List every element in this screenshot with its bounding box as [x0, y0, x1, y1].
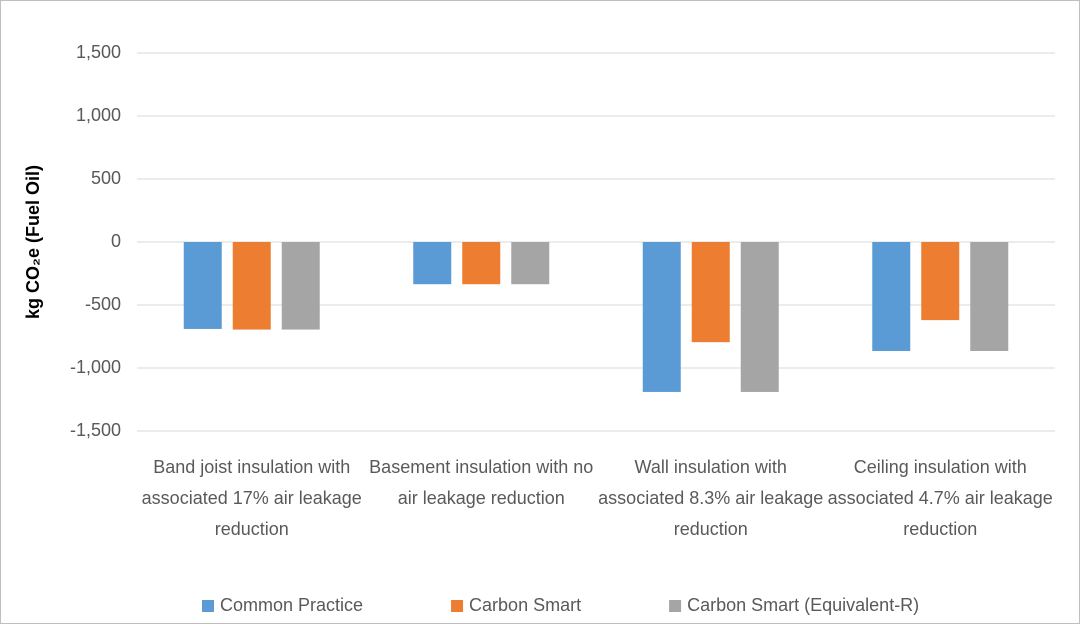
bar — [413, 242, 452, 285]
y-tick-label: 0 — [111, 231, 121, 251]
x-tick-label: Basement insulation with no air leakage r… — [369, 457, 593, 508]
y-tick-label: 500 — [91, 168, 121, 188]
bar — [462, 242, 501, 285]
x-tick-label: Band joist insulation with associated 17%… — [142, 457, 362, 539]
y-tick-label: -1,000 — [70, 357, 121, 377]
bar — [921, 242, 960, 321]
y-axis-label: kg CO₂e (Fuel Oil) — [23, 165, 43, 319]
legend-label: Carbon Smart — [469, 595, 581, 615]
y-tick-label: 1,500 — [76, 42, 121, 62]
x-tick-label-line: associated 17% air leakage — [142, 488, 362, 508]
bar — [691, 242, 730, 343]
y-tick-label: -500 — [85, 294, 121, 314]
bar — [183, 242, 222, 329]
x-tick-label-line: Wall insulation with — [635, 457, 787, 477]
bar — [511, 242, 550, 285]
x-tick-label-line: reduction — [215, 519, 289, 539]
x-tick-label: Ceiling insulation with associated 4.7% a… — [828, 457, 1053, 539]
x-tick-label-line: reduction — [903, 519, 977, 539]
bar — [872, 242, 911, 351]
bar — [281, 242, 320, 330]
legend-swatch — [202, 600, 214, 612]
x-tick-label-line: Band joist insulation with — [153, 457, 350, 477]
bar — [232, 242, 271, 330]
legend-label: Common Practice — [220, 595, 363, 615]
y-tick-label: 1,000 — [76, 105, 121, 125]
x-tick-label-line: associated 8.3% air leakage — [598, 488, 823, 508]
y-tick-label: -1,500 — [70, 420, 121, 440]
x-tick-label-line: associated 4.7% air leakage — [828, 488, 1053, 508]
x-tick-label-line: Basement insulation with no — [369, 457, 593, 477]
x-tick-label-line: air leakage reduction — [398, 488, 565, 508]
legend-swatch — [451, 600, 464, 612]
legend-label: Carbon Smart (Equivalent-R) — [687, 595, 919, 615]
x-tick-label-line: Ceiling insulation with — [854, 457, 1027, 477]
bar — [740, 242, 779, 392]
legend-swatch — [669, 600, 682, 612]
bar — [642, 242, 681, 392]
x-tick-label-line: reduction — [674, 519, 748, 539]
x-tick-label: Wall insulation with associated 8.3% air … — [598, 457, 823, 539]
bar — [970, 242, 1009, 351]
